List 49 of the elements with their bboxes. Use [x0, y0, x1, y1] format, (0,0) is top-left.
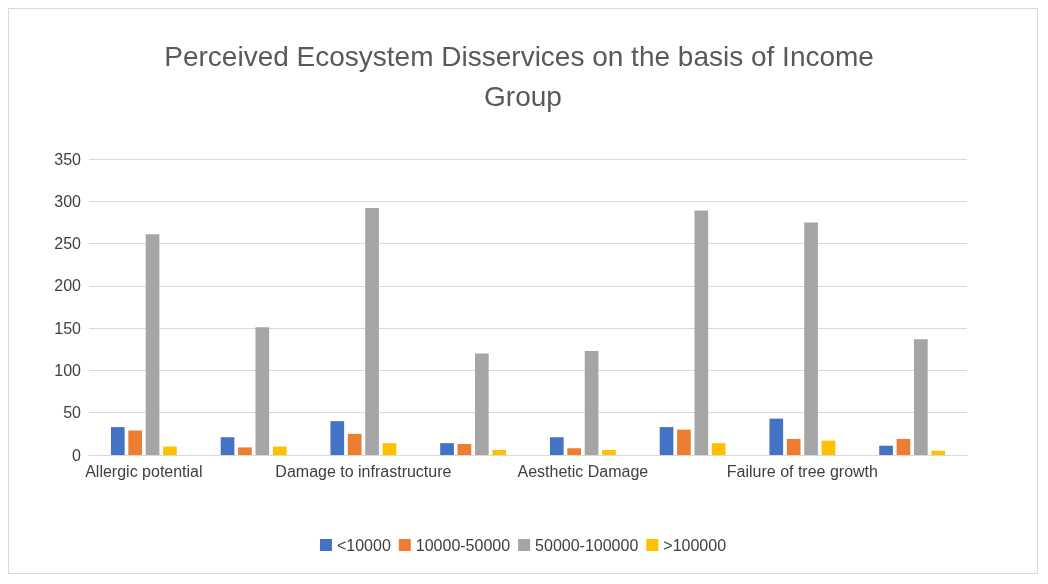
bar: [786, 438, 801, 455]
bar: [913, 339, 928, 455]
bar: [163, 446, 177, 455]
bar: [382, 443, 397, 455]
y-tick-label: 100: [54, 361, 82, 379]
bar: [584, 350, 599, 455]
bar: [694, 210, 709, 455]
bar: [711, 443, 726, 455]
bar: [602, 449, 616, 455]
bar: [879, 445, 893, 455]
chart-title: Perceived Ecosystem Disservices on the basis of Income Group: [164, 40, 882, 112]
bar: [330, 421, 345, 455]
bar: [238, 447, 252, 455]
x-tick-label: Failure of tree growth: [726, 462, 878, 480]
bar: [145, 234, 160, 455]
bar: [549, 437, 564, 455]
y-tick-label: 0: [72, 446, 82, 464]
legend-label: <10000: [336, 536, 391, 554]
bar: [804, 222, 818, 455]
y-tick-label: 300: [54, 192, 82, 210]
y-tick-label: 200: [54, 277, 82, 295]
bar: [347, 433, 362, 455]
bar: [659, 427, 674, 455]
y-tick-label: 250: [54, 235, 82, 253]
bar: [821, 440, 836, 455]
x-tick-label: Aesthetic Damage: [517, 462, 649, 480]
bar: [677, 429, 691, 455]
bar: [492, 449, 507, 455]
bar: [272, 446, 287, 455]
bar: [255, 327, 270, 455]
bar: [457, 444, 472, 455]
y-tick-label: 50: [63, 404, 82, 422]
x-tick-label: Damage to infrastructure: [275, 462, 452, 480]
legend-label: >100000: [663, 536, 727, 554]
bar: [110, 427, 125, 455]
legend-label: 50000-100000: [535, 536, 639, 554]
x-tick-label: Allergic potential: [85, 462, 203, 480]
bar: [365, 208, 379, 455]
bar: [931, 450, 946, 455]
bar: [220, 437, 235, 455]
bar: [440, 443, 454, 455]
bar: [769, 418, 784, 455]
y-tick-label: 150: [54, 319, 82, 337]
legend-label: 10000-50000: [415, 536, 511, 554]
bar: [474, 353, 489, 455]
bar: [128, 430, 143, 455]
bar: [567, 448, 582, 455]
bar: [896, 438, 911, 455]
y-tick-label: 350: [54, 150, 82, 168]
